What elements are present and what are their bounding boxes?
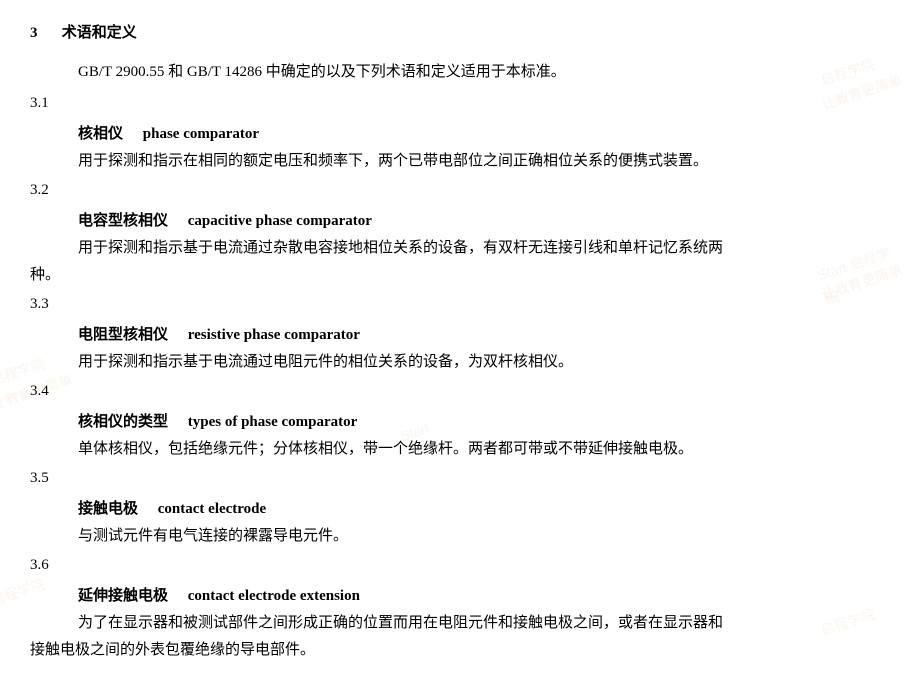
term-cn: 延伸接触电极 [78, 588, 168, 604]
term-en: capacitive phase comparator [188, 213, 372, 229]
term-cn: 电阻型核相仪 [78, 327, 168, 343]
term-heading: 核相仪的类型 types of phase comparator [78, 409, 874, 436]
term-cn: 核相仪的类型 [78, 414, 168, 430]
term-heading: 电容型核相仪 capacitive phase comparator [78, 208, 874, 235]
term-cn: 接触电极 [78, 501, 138, 517]
term-heading: 电阻型核相仪 resistive phase comparator [78, 322, 874, 349]
term-heading: 延伸接触电极 contact electrode extension [78, 583, 874, 610]
section-header: 3 术语和定义 [30, 20, 874, 47]
term-definition-cont: 种。 [30, 262, 874, 289]
term-definition: 用于探测和指示基于电流通过电阻元件的相位关系的设备，为双杆核相仪。 [78, 349, 874, 376]
term-en: resistive phase comparator [188, 327, 360, 343]
term-en: types of phase comparator [188, 414, 358, 430]
term-number: 3.5 [30, 465, 874, 492]
term-en: contact electrode [158, 501, 266, 517]
term-cn: 核相仪 [78, 126, 123, 142]
term-en: phase comparator [143, 126, 259, 142]
term-cn: 电容型核相仪 [78, 213, 168, 229]
term-number: 3.2 [30, 177, 874, 204]
section-number: 3 [30, 20, 58, 47]
term-definition: 单体核相仪，包括绝缘元件；分体核相仪，带一个绝缘杆。两者都可带或不带延伸接触电极… [78, 436, 874, 463]
term-definition: 用于探测和指示在相同的额定电压和频率下，两个已带电部位之间正确相位关系的便携式装… [78, 148, 874, 175]
term-number: 3.3 [30, 291, 874, 318]
term-definition: 为了在显示器和被测试部件之间形成正确的位置而用在电阻元件和接触电极之间，或者在显… [78, 610, 874, 637]
term-en: contact electrode extension [188, 588, 360, 604]
section-title-text: 术语和定义 [62, 25, 137, 41]
term-number: 3.1 [30, 90, 874, 117]
term-definition-cont: 接触电极之间的外表包覆绝缘的导电部件。 [30, 637, 874, 664]
term-heading: 核相仪 phase comparator [78, 121, 874, 148]
section-intro: GB/T 2900.55 和 GB/T 14286 中确定的以及下列术语和定义适… [78, 59, 874, 86]
term-number: 3.4 [30, 378, 874, 405]
term-definition: 用于探测和指示基于电流通过杂散电容接地相位关系的设备，有双杆无连接引线和单杆记忆… [78, 235, 874, 262]
term-number: 3.6 [30, 552, 874, 579]
term-definition: 与测试元件有电气连接的裸露导电元件。 [78, 523, 874, 550]
term-heading: 接触电极 contact electrode [78, 496, 874, 523]
